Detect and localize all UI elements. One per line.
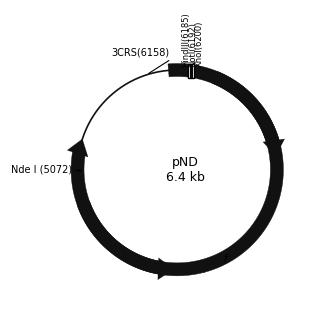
Text: XhoI(6200): XhoI(6200) xyxy=(195,21,204,67)
Polygon shape xyxy=(263,139,285,156)
Text: NotI(6192): NotI(6192) xyxy=(188,22,197,67)
Text: 6.4 kb: 6.4 kb xyxy=(166,171,204,184)
Polygon shape xyxy=(202,210,271,270)
Text: Nde I (5072): Nde I (5072) xyxy=(12,165,73,175)
Text: f: f xyxy=(223,254,227,264)
Polygon shape xyxy=(67,139,88,157)
Polygon shape xyxy=(195,260,205,273)
FancyBboxPatch shape xyxy=(188,64,194,78)
Text: pND: pND xyxy=(172,156,199,169)
Text: 3CRS(6158): 3CRS(6158) xyxy=(111,47,169,57)
Polygon shape xyxy=(71,64,284,276)
Polygon shape xyxy=(212,71,280,146)
Text: HindIII(6185): HindIII(6185) xyxy=(181,12,190,67)
Polygon shape xyxy=(158,258,174,280)
Polygon shape xyxy=(77,202,163,275)
